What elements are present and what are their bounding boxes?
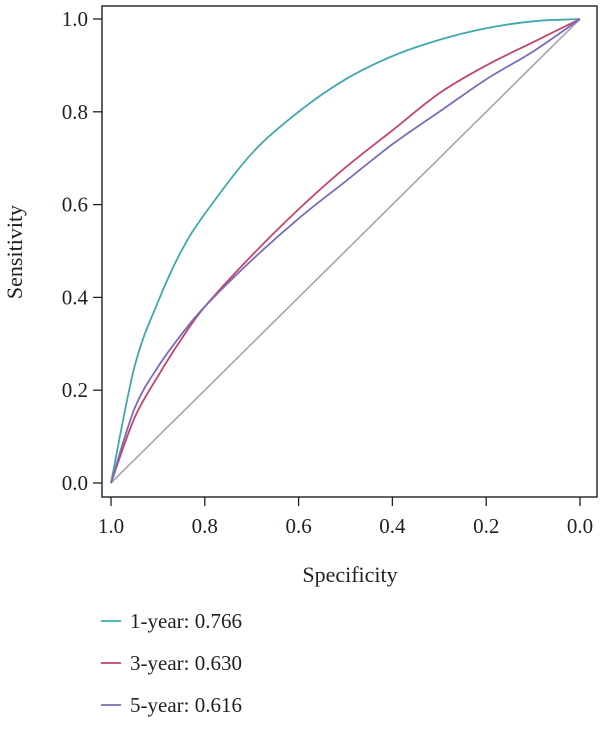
x-tick-label: 0.8 — [192, 514, 218, 538]
reference-layer — [110, 18, 581, 484]
x-tick-label: 0.4 — [379, 514, 406, 538]
x-tick-label: 0.2 — [473, 514, 499, 538]
y-tick-label: 0.2 — [62, 378, 88, 402]
legend-label-3: 5-year: 0.616 — [130, 693, 242, 717]
y-tick-label: 0.6 — [62, 193, 88, 217]
roc-curve-2 — [110, 18, 581, 484]
y-tick-label: 1.0 — [62, 7, 88, 31]
reference-diagonal-line — [110, 18, 581, 484]
series-layer — [110, 18, 581, 484]
roc-curve-1 — [110, 18, 581, 484]
y-axis-label: Sensitivity — [2, 205, 27, 299]
x-tick-label: 1.0 — [98, 514, 124, 538]
y-tick-label: 0.8 — [62, 100, 88, 124]
x-tick-label: 0.6 — [285, 514, 311, 538]
x-axis-label: Specificity — [302, 562, 397, 587]
legend-label-1: 1-year: 0.766 — [130, 609, 242, 633]
y-tick-label: 0.0 — [62, 471, 88, 495]
y-tick-label: 0.4 — [62, 285, 89, 309]
legend: 1-year: 0.766 3-year: 0.630 5-year: 0.616 — [101, 609, 242, 717]
plot-frame — [101, 5, 598, 498]
legend-label-2: 3-year: 0.630 — [130, 651, 242, 675]
roc-curve-3 — [110, 18, 581, 484]
x-tick-label: 0.0 — [567, 514, 593, 538]
axis-layer: 1.0 0.8 0.6 0.4 0.2 0.0 0.0 0.2 0.4 0.6 0.8 1.0 — [62, 7, 593, 538]
